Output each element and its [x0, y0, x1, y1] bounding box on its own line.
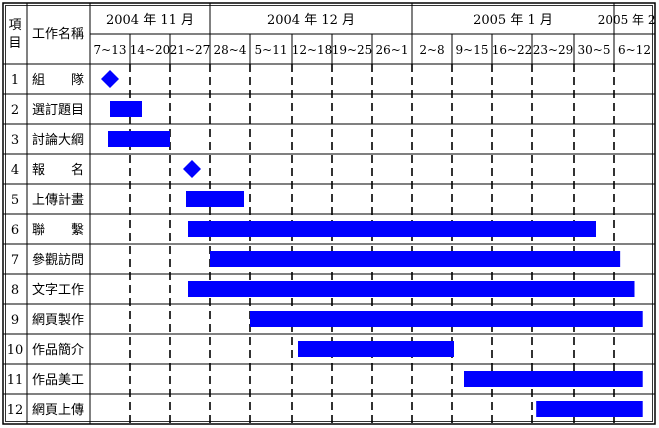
header-item-label: 項	[8, 18, 21, 33]
task-number: 11	[7, 373, 24, 388]
task-bar	[298, 341, 454, 357]
month-label: 2004 年 11 月	[106, 13, 194, 28]
month-label: 2004 年 12 月	[267, 13, 355, 28]
task-name: 網頁製作	[32, 313, 84, 328]
task-name: 組 隊	[32, 72, 84, 88]
task-bar	[188, 221, 596, 237]
task-number: 1	[11, 73, 19, 88]
task-number: 5	[11, 193, 19, 208]
week-label: 5~11	[255, 43, 288, 57]
task-name: 文字工作	[32, 283, 84, 298]
header-name-label: 工作名稱	[32, 26, 84, 42]
task-name: 作品美工	[32, 373, 84, 388]
task-number: 9	[11, 313, 19, 328]
header-item-label: 目	[8, 36, 21, 51]
week-label: 7~13	[94, 43, 127, 57]
week-label: 6~12	[618, 43, 651, 57]
task-number: 8	[11, 283, 19, 298]
month-label: 2005 年 1 月	[473, 13, 553, 28]
task-bar	[250, 311, 643, 327]
task-milestone	[183, 160, 201, 178]
week-label: 23~29	[533, 43, 574, 57]
task-milestone	[101, 70, 119, 88]
task-number: 3	[11, 133, 19, 148]
week-label: 19~25	[332, 43, 373, 57]
task-name: 聯 繫	[32, 223, 84, 238]
task-name: 討論大綱	[32, 132, 84, 148]
week-label: 12~18	[292, 43, 333, 57]
week-label: 30~5	[578, 43, 611, 57]
week-label: 14~20	[130, 43, 171, 57]
task-number: 6	[11, 223, 19, 238]
task-name: 選訂題目	[32, 102, 84, 118]
task-number: 7	[11, 253, 19, 268]
task-bar	[188, 281, 635, 297]
task-number: 12	[7, 403, 24, 418]
task-name: 上傳計畫	[32, 192, 84, 208]
week-label: 26~1	[376, 43, 409, 57]
task-number: 10	[7, 343, 24, 358]
task-name: 網頁上傳	[32, 403, 84, 418]
task-bar	[186, 191, 244, 207]
week-label: 9~15	[456, 43, 489, 57]
task-bar	[110, 101, 142, 117]
frame-inner	[5, 5, 653, 422]
task-name: 作品簡介	[32, 343, 84, 358]
week-label: 21~27	[170, 43, 211, 57]
week-label: 2~8	[419, 43, 444, 57]
task-bar	[464, 371, 643, 387]
task-bar	[536, 401, 643, 417]
task-name: 報 名	[32, 162, 84, 178]
week-label: 16~22	[492, 43, 533, 57]
task-number: 2	[11, 103, 19, 118]
task-bar	[108, 131, 170, 147]
task-number: 4	[11, 163, 19, 178]
month-label: 2005 年 2 月	[598, 13, 659, 27]
task-bar	[210, 251, 621, 267]
task-name: 參觀訪問	[32, 252, 84, 268]
week-label: 28~4	[214, 43, 247, 57]
